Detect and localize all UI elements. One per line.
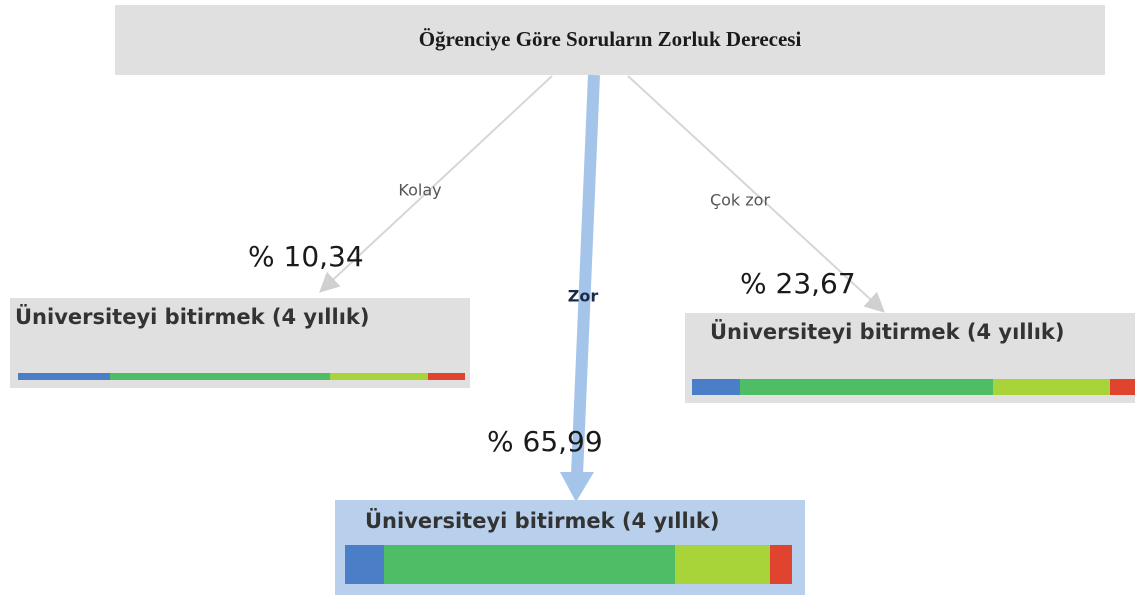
bar-segment [1110,379,1135,395]
percent: % 65,99 [487,425,603,458]
edge [319,75,553,293]
edge [571,74,600,476]
percent: % 23,67 [740,267,856,300]
node-label: Üniversiteyi bitirmek (4 yıllık) [710,319,1064,344]
bar-segment [110,373,330,380]
node-label: Üniversiteyi bitirmek (4 yıllık) [15,304,369,329]
bar-segment [428,373,465,380]
node-label: Üniversiteyi bitirmek (4 yıllık) [365,508,719,533]
bar-segment [18,373,110,380]
edge-label: Kolay [398,181,441,200]
bar-segment [692,379,740,395]
root-box [115,5,1105,75]
edge-label: Çok zor [710,191,771,210]
edge-label: Zor [568,287,599,306]
bar-segment [384,545,675,584]
bar-segment [675,545,770,584]
bar-segment [770,545,792,584]
bar-segment [740,379,993,395]
bar-segment [993,379,1110,395]
percent: % 10,34 [248,240,364,273]
bar-segment [345,545,384,584]
arrowhead [560,472,594,502]
root-title: Öğrenciye Göre Soruların Zorluk Derecesi [419,27,802,51]
edge [627,75,885,313]
bar-segment [330,373,428,380]
